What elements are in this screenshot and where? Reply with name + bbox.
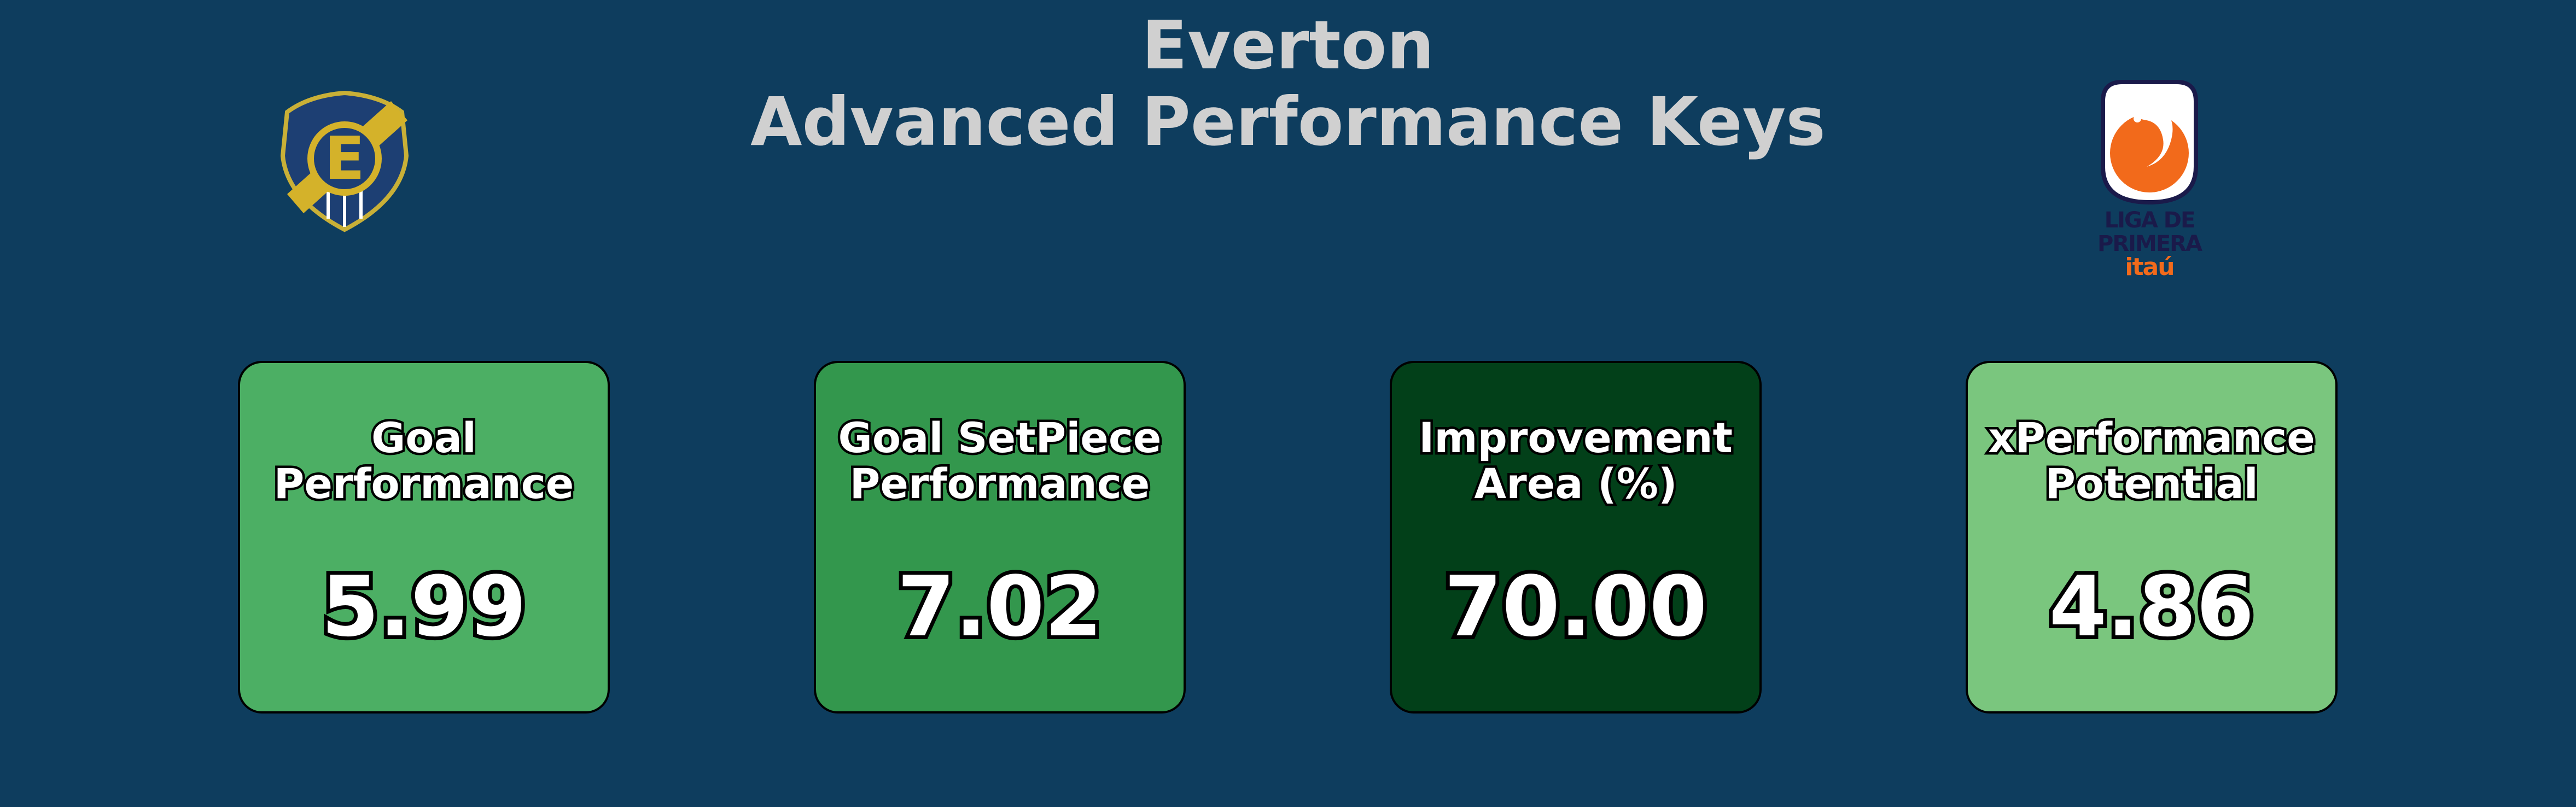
liga-de-primera-logo-icon: LIGA DE PRIMERA itaú — [2095, 79, 2204, 282]
metric-card-goal-performance: Goal Performance 5.99 — [238, 361, 610, 714]
liga-line3: itaú — [2125, 253, 2175, 281]
card-label: xPerformance Potential — [1986, 412, 2318, 509]
card-label: Goal SetPiece Performance — [836, 412, 1164, 509]
chart-title-subtitle: Advanced Performance Keys — [750, 83, 1826, 161]
metric-card-goal-setpiece-performance: Goal SetPiece Performance 7.02 — [814, 361, 1186, 714]
card-value: 70.00 — [1441, 558, 1711, 655]
chart-title-team: Everton — [1141, 7, 1435, 84]
card-value: 4.86 — [2045, 558, 2258, 655]
metric-card-xperformance-potential: xPerformance Potential 4.86 — [1966, 361, 2338, 714]
everton-crest-icon: E — [276, 90, 413, 232]
liga-line2: PRIMERA — [2097, 231, 2202, 256]
card-value: 5.99 — [317, 558, 530, 655]
crest-letter: E — [324, 125, 365, 193]
card-label: Goal Performance — [271, 412, 576, 509]
card-label: Improvement Area (%) — [1417, 412, 1735, 509]
liga-line1: LIGA DE — [2104, 208, 2196, 233]
metric-card-improvement-area: Improvement Area (%) 70.00 — [1390, 361, 1762, 714]
card-value: 7.02 — [893, 558, 1106, 655]
